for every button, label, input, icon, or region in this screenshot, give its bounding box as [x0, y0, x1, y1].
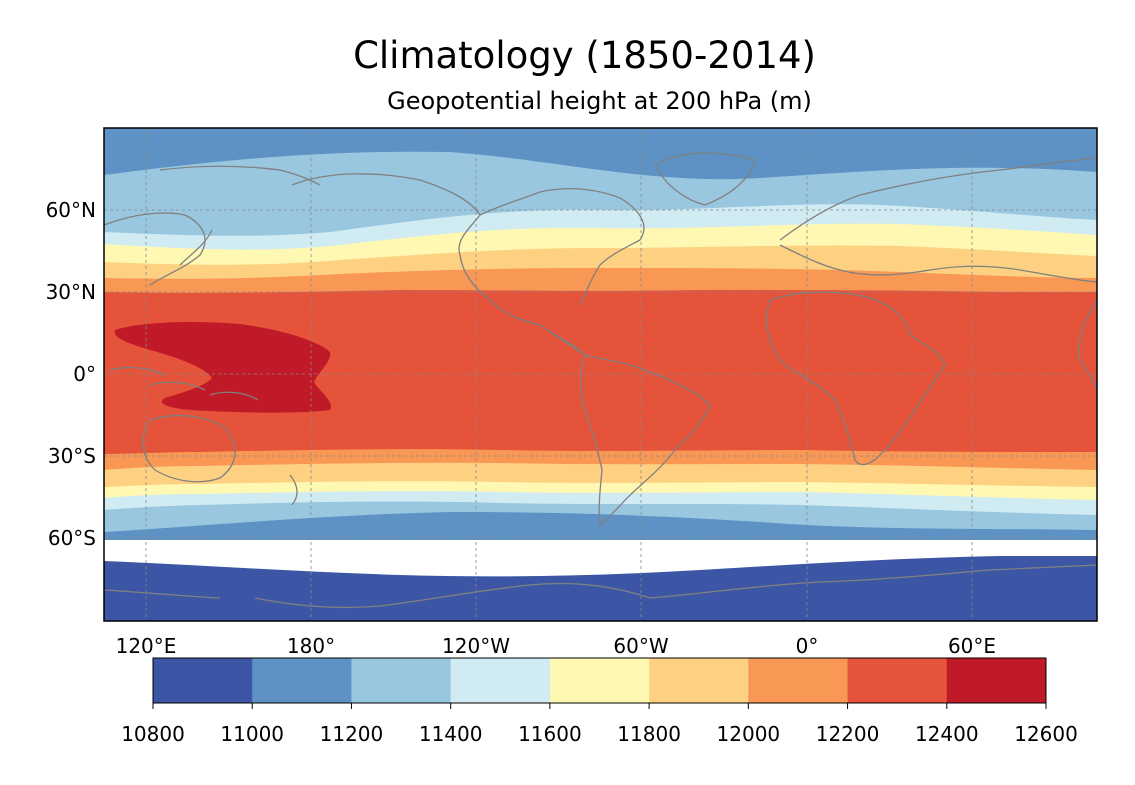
colorbar-tick-label: 12400 — [915, 722, 979, 746]
lon-tick-label: 0° — [796, 634, 819, 658]
colorbar-swatch — [252, 658, 352, 703]
lon-tick-label: 60°E — [948, 634, 996, 658]
colorbar-swatch — [450, 658, 551, 703]
lon-tick-label: 60°W — [613, 634, 668, 658]
colorbar-tick-label: 11400 — [419, 722, 483, 746]
band-12200-12400 — [104, 290, 1097, 454]
colorbar-frame — [152, 657, 1047, 704]
colorbar-tick-label: 12600 — [1014, 722, 1078, 746]
colorbar-tick-label: 10800 — [121, 722, 185, 746]
colorbar-tick-label: 12200 — [816, 722, 880, 746]
colorbar-tick-label: 11800 — [617, 722, 681, 746]
gridlines — [104, 128, 1097, 621]
lat-tick-labels: 60°N 30°N 0° 30°S 60°S — [46, 198, 96, 550]
colorbar-swatch — [946, 658, 1047, 703]
colorbar-swatch — [847, 658, 948, 703]
colorbar-swatch — [351, 658, 452, 703]
lon-tick-labels: 120°E 180° 120°W 60°W 0° 60°E — [116, 634, 996, 658]
colorbar-tick-label: 11000 — [220, 722, 284, 746]
colorbar-swatch — [549, 658, 650, 703]
lat-tick-label: 0° — [73, 362, 96, 386]
figure-subtitle: Geopotential height at 200 hPa (m) — [387, 87, 812, 115]
colorbar-swatch — [153, 658, 253, 703]
colorbar-tick-label: 11200 — [320, 722, 384, 746]
lat-tick-label: 60°N — [46, 198, 96, 222]
lat-tick-label: 30°N — [46, 280, 96, 304]
lon-tick-label: 180° — [287, 634, 335, 658]
colorbar-tick-label: 12000 — [717, 722, 781, 746]
map-frame — [103, 127, 1098, 622]
colorbar: 10800 11000 11200 11400 11600 11800 12000 12200… — [121, 657, 1078, 746]
lat-tick-label: 30°S — [48, 444, 96, 468]
lat-tick-label: 60°S — [48, 526, 96, 550]
contour-field — [104, 128, 1097, 621]
lon-tick-label: 120°E — [116, 634, 177, 658]
colorbar-tick-label: 11600 — [518, 722, 582, 746]
band-10800-11000-south — [104, 556, 1097, 621]
coastlines — [104, 152, 1097, 609]
colorbar-swatch — [748, 658, 849, 703]
colorbar-swatch — [649, 658, 749, 703]
band-12400-12600-warm-pool — [114, 322, 332, 413]
lon-tick-label: 120°W — [442, 634, 510, 658]
figure-title: Climatology (1850-2014) — [353, 34, 816, 77]
